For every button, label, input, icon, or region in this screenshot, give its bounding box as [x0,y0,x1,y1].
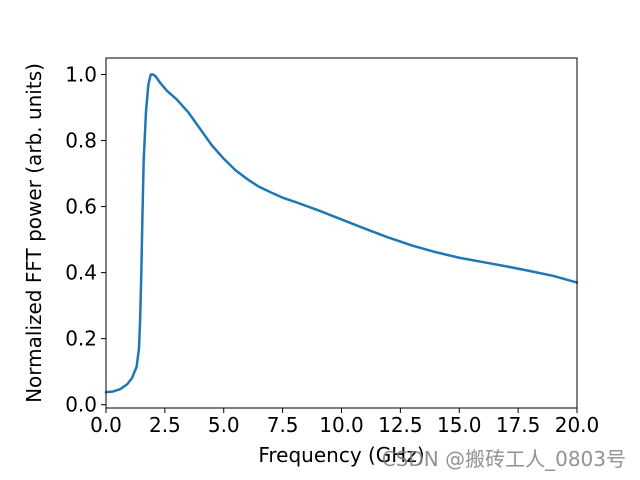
plot-frame [105,57,578,409]
x-tick-label: 20.0 [555,413,600,437]
y-tick-label: 1.0 [65,63,97,87]
y-axis-ticks: 0.0 0.2 0.4 0.6 0.8 1.0 [65,63,106,417]
watermark-text: CSDN @搬砖工人_0803号 [382,447,626,471]
x-tick-label: 15.0 [437,413,482,437]
y-tick-label: 0.0 [65,393,97,417]
x-tick-label: 17.5 [496,413,541,437]
x-tick-label: 0.0 [90,413,122,437]
x-axis-label: Frequency (GHz) [258,443,424,467]
y-tick-label: 0.4 [65,261,97,285]
series-line-0 [104,73,579,394]
y-tick-label: 0.6 [65,195,97,219]
y-tick-label: 0.2 [65,327,97,351]
x-tick-label: 12.5 [378,413,423,437]
x-tick-label: 5.0 [208,413,240,437]
x-tick-label: 10.0 [319,413,364,437]
plot-line-layer [104,73,579,394]
y-axis-label: Normalized FFT power (arb. units) [22,63,46,403]
x-tick-label: 2.5 [149,413,181,437]
x-axis-ticks: 0.0 2.5 5.0 7.5 10.0 12.5 15.0 17.5 20.0 [90,408,599,437]
y-tick-label: 0.8 [65,129,97,153]
x-tick-label: 7.5 [267,413,299,437]
